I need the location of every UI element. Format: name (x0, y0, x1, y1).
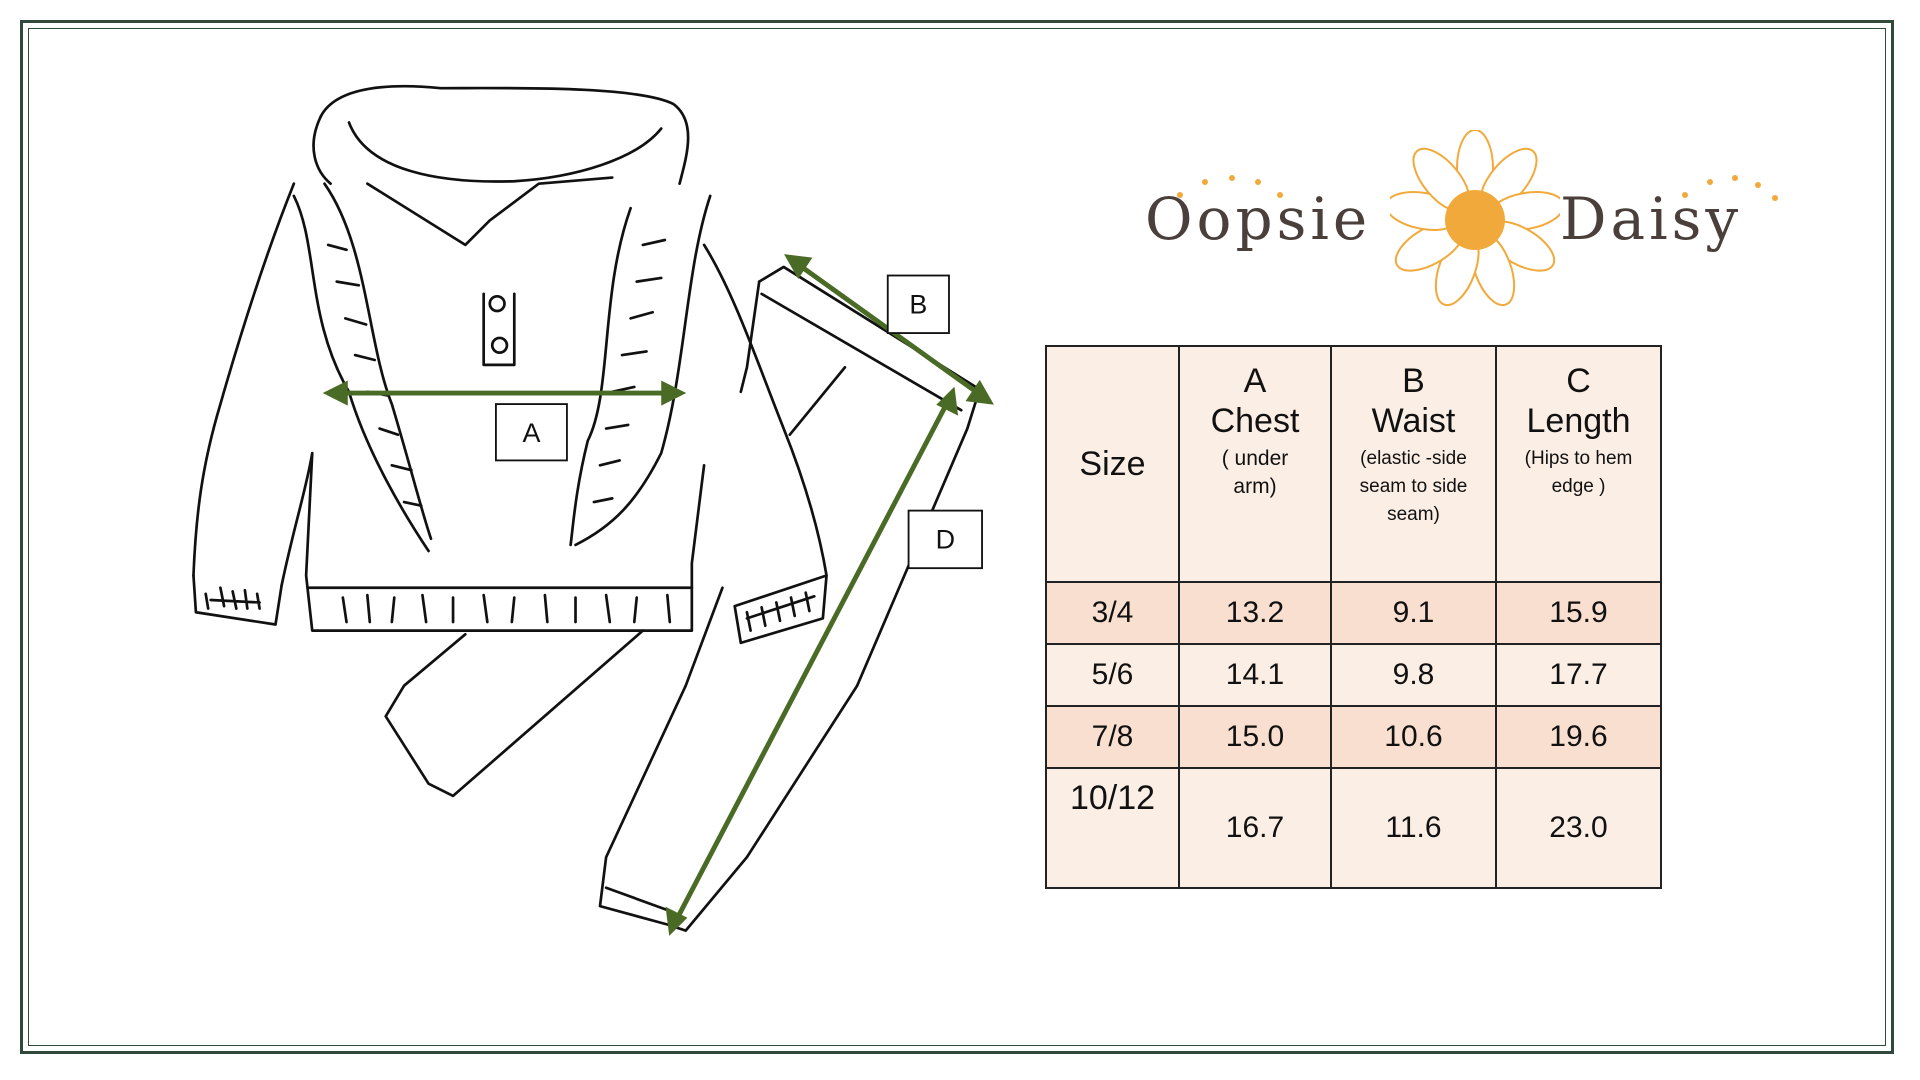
header-title: Waist (1371, 402, 1456, 440)
measurement-arrows (322, 254, 994, 936)
cell-chest: 16.7 (1178, 767, 1332, 889)
cell-waist: 11.6 (1330, 767, 1497, 889)
pants-drawing (384, 265, 981, 932)
arrow-a-head-left (322, 380, 348, 406)
arrow-d-head-top (936, 386, 959, 416)
outer-frame (20, 20, 1894, 1054)
daisy-icon (1390, 130, 1560, 307)
arrow-b-head-left (784, 254, 813, 279)
header-title: Length (1526, 402, 1631, 440)
cell-waist: 10.6 (1330, 705, 1497, 769)
logo-text-right: Daisy (1560, 185, 1743, 253)
brand-logo: Oopsie Daisy (1140, 130, 1780, 310)
header-chest: A Chest ( under arm) (1178, 345, 1332, 583)
inner-frame (28, 28, 1886, 1046)
header-letter: A (1243, 362, 1267, 400)
label-box-a (495, 403, 568, 462)
header-length: C Length (Hips to hem edge ) (1495, 345, 1662, 583)
cell-waist: 9.8 (1330, 643, 1497, 707)
arrow-a-head-right (661, 380, 687, 406)
arrow-b-head-right (965, 379, 994, 405)
header-title: Chest (1210, 402, 1300, 440)
size-chart-table: Size A Chest ( under arm) B Waist (elastic -… (1045, 345, 1662, 889)
header-letter: C (1566, 362, 1591, 400)
table-row: 5/6 14.1 9.8 17.7 (1045, 643, 1662, 707)
cell-waist: 9.1 (1330, 581, 1497, 645)
cell-chest: 15.0 (1178, 705, 1332, 769)
cell-size: 10/12 (1045, 767, 1180, 889)
cell-size: 3/4 (1045, 581, 1180, 645)
logo-dots (1177, 175, 1778, 201)
table-row: 7/8 15.0 10.6 19.6 (1045, 705, 1662, 769)
header-note: (elastic -side seam to side seam) (1359, 448, 1468, 525)
hoodie-drawing (192, 84, 828, 645)
cell-length: 15.9 (1495, 581, 1662, 645)
header-letter: B (1402, 362, 1425, 400)
table-row: 3/4 13.2 9.1 15.9 (1045, 581, 1662, 645)
label-b: B (909, 289, 927, 319)
cell-length: 19.6 (1495, 705, 1662, 769)
header-size: Size (1045, 345, 1180, 583)
label-d: D (936, 525, 955, 555)
cell-length: 17.7 (1495, 643, 1662, 707)
cell-length: 23.0 (1495, 767, 1662, 889)
arrow-d (673, 400, 950, 922)
header-note: ( under arm) (1221, 447, 1289, 498)
cell-size: 5/6 (1045, 643, 1180, 707)
table-row: 10/12 16.7 11.6 23.0 (1045, 767, 1662, 889)
table-header-row: Size A Chest ( under arm) B Waist (elastic -… (1045, 345, 1662, 583)
label-a: A (522, 418, 540, 448)
label-box-d (907, 509, 983, 570)
cell-size: 7/8 (1045, 705, 1180, 769)
cell-chest: 13.2 (1178, 581, 1332, 645)
arrow-d-head-bottom (665, 906, 688, 936)
cell-chest: 14.1 (1178, 643, 1332, 707)
header-note: (Hips to hem edge ) (1524, 448, 1633, 497)
header-waist: B Waist (elastic -side seam to side seam) (1330, 345, 1497, 583)
header-title: Size (1079, 445, 1146, 483)
label-box-b (886, 274, 950, 334)
